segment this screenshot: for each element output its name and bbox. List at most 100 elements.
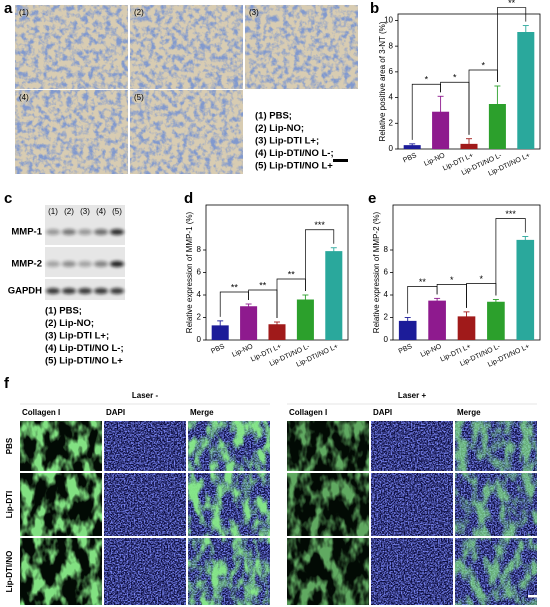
y-tick-label: 4 (197, 290, 202, 299)
significance-label: *** (314, 220, 325, 230)
collagen-signal (287, 421, 369, 471)
legend-entry: (1) PBS; (255, 111, 292, 122)
blot-row-label: MMP-2 (11, 259, 42, 270)
y-tick-label: 2 (197, 313, 202, 322)
blot-band (78, 229, 92, 235)
dapi-signal (371, 421, 453, 471)
significance-label: ** (419, 277, 427, 287)
collagen-signal (20, 538, 102, 605)
bar (488, 104, 506, 149)
panel-label: a (4, 0, 13, 17)
blot-band (62, 288, 76, 294)
dapi-signal (104, 421, 186, 471)
blot-row-label: GAPDH (8, 286, 42, 297)
blot-band (46, 288, 60, 294)
y-tick-label: 10 (384, 16, 393, 25)
blot-row-label: MMP-1 (11, 227, 42, 238)
significance-bracket (497, 7, 527, 82)
panel-label: e (368, 190, 376, 207)
column-label: Collagen I (22, 408, 60, 417)
collagen-signal (455, 421, 537, 471)
blot-band (46, 229, 60, 235)
significance-label: ** (508, 0, 516, 8)
column-label: Collagen I (289, 408, 327, 417)
blot-frame (45, 205, 125, 300)
x-tick-label: PBS (398, 343, 414, 355)
bar (296, 299, 314, 340)
y-tick-label: 6 (197, 268, 202, 277)
lane-label: (3) (80, 207, 90, 216)
scale-bar (333, 159, 348, 162)
bar (517, 32, 535, 149)
column-label: DAPI (373, 408, 392, 417)
collagen-signal (20, 473, 102, 536)
group-label: Laser + (398, 391, 427, 400)
lane-label: (5) (112, 207, 122, 216)
significance-label: * (453, 73, 457, 83)
y-tick-label: 8 (197, 245, 202, 254)
y-tick-label: 0 (389, 144, 394, 153)
column-label: Merge (457, 408, 481, 417)
y-tick-label: 6 (384, 268, 389, 277)
collagen-signal (287, 473, 369, 536)
dapi-signal (371, 473, 453, 536)
blot-band (78, 288, 92, 294)
panel-label: b (370, 0, 379, 17)
bar (516, 239, 535, 340)
ihc-stain (130, 5, 243, 89)
y-axis-label: Relative expression of MMP-2 (%) (372, 211, 381, 333)
legend-entry: (3) Lip-DTI L+; (45, 331, 109, 342)
collagen-signal (188, 538, 270, 605)
y-tick-label: 0 (197, 335, 202, 344)
legend-entry: (4) Lip-DTI/NO L-; (45, 343, 124, 354)
bar (432, 111, 450, 149)
y-tick-label: 2 (384, 313, 389, 322)
significance-label: * (425, 75, 429, 85)
y-tick-label: 8 (384, 245, 389, 254)
collagen-signal (455, 473, 537, 536)
image-label: (4) (19, 93, 29, 102)
significance-label: * (481, 60, 485, 70)
x-tick-label: PBS (210, 343, 226, 355)
collagen-signal (455, 538, 537, 605)
row-label: Lip-DTI (5, 491, 14, 519)
bar (428, 300, 446, 340)
legend-entry: (1) PBS; (45, 306, 82, 317)
significance-bracket (495, 218, 526, 296)
legend-entry: (4) Lip-DTI/NO L-; (255, 148, 334, 159)
blot-band (94, 261, 108, 267)
legend-entry: (2) Lip-NO; (45, 318, 94, 329)
dapi-signal (104, 473, 186, 536)
panel-label: c (4, 190, 12, 207)
ihc-stain (15, 5, 128, 89)
blot-band (110, 261, 124, 267)
legend-entry: (2) Lip-NO; (255, 123, 304, 134)
collagen-signal (20, 421, 102, 471)
y-tick-label: 8 (389, 41, 394, 50)
bar (325, 251, 343, 340)
y-tick-label: 0 (384, 335, 389, 344)
row-label: Lip-DTI/NO (5, 551, 14, 593)
bar (211, 325, 229, 340)
significance-label: ** (259, 280, 267, 290)
collagen-signal (287, 538, 369, 605)
column-label: Merge (190, 408, 214, 417)
significance-label: * (479, 274, 483, 284)
dapi-signal (371, 538, 453, 605)
bar (268, 324, 286, 340)
panel-label: f (4, 375, 10, 392)
blot-band (110, 229, 124, 235)
dapi-signal (104, 538, 186, 605)
legend-entry: (3) Lip-DTI L+; (255, 136, 319, 147)
y-tick-label: 4 (384, 290, 389, 299)
ihc-stain (15, 90, 128, 174)
image-label: (3) (249, 8, 259, 17)
blot-band (78, 261, 92, 267)
bar (398, 320, 417, 340)
legend-entry: (5) Lip-DTI/NO L+ (45, 356, 123, 367)
blot-band (94, 229, 108, 235)
significance-label: ** (288, 269, 296, 279)
y-tick-label: 4 (389, 93, 394, 102)
collagen-signal (188, 473, 270, 536)
